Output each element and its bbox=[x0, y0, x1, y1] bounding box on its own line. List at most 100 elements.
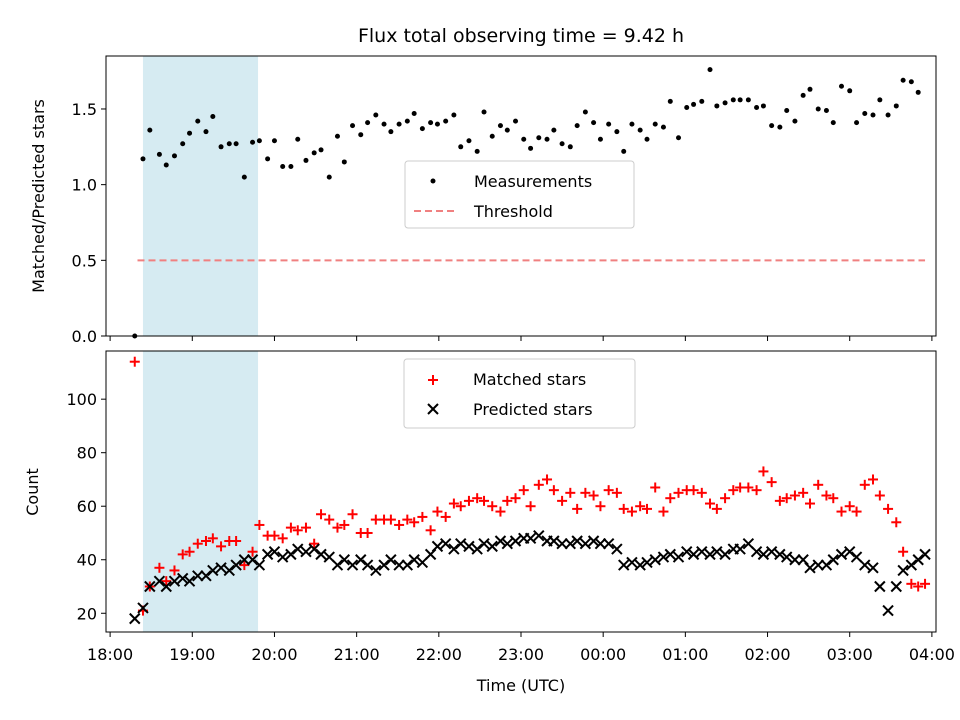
measurement-point bbox=[684, 104, 690, 110]
measurement-point bbox=[582, 109, 588, 115]
predicted-star-point bbox=[338, 554, 351, 566]
predicted-star-point bbox=[556, 537, 568, 550]
top-plot-frame bbox=[105, 55, 937, 337]
predicted-star-point bbox=[183, 575, 196, 587]
matched-star-point bbox=[673, 487, 684, 498]
predicted-star-point bbox=[223, 564, 235, 577]
measurement-point bbox=[171, 153, 177, 159]
matched-star-point bbox=[580, 487, 591, 498]
predicted-star-point bbox=[176, 572, 189, 585]
predicted-star-point bbox=[144, 580, 156, 593]
matched-star-point bbox=[285, 522, 296, 533]
matched-star-point bbox=[161, 576, 172, 587]
measurement-point bbox=[210, 114, 216, 120]
predicted-star-point bbox=[634, 559, 646, 571]
bottom-x-tick-label: 22:00 bbox=[416, 645, 462, 664]
matched-star-point bbox=[720, 493, 731, 504]
measurement-point bbox=[754, 104, 760, 110]
predicted-star-point bbox=[494, 535, 507, 547]
measurement-point bbox=[428, 120, 434, 126]
predicted-star-point bbox=[230, 559, 242, 571]
predicted-star-point bbox=[478, 537, 490, 550]
measurement-point bbox=[574, 123, 580, 129]
bottom-y-tick-label: 100 bbox=[66, 390, 97, 409]
predicted-star-point bbox=[859, 559, 871, 571]
bottom-y-axis-label: Count bbox=[23, 468, 42, 516]
measurement-point bbox=[326, 174, 332, 180]
matched-star-point bbox=[277, 533, 288, 544]
matched-star-point bbox=[867, 474, 878, 485]
measurement-point bbox=[699, 98, 705, 104]
bottom-x-tick-label: 23:00 bbox=[498, 645, 544, 664]
matched-star-point bbox=[548, 485, 559, 496]
measurement-point bbox=[567, 144, 573, 150]
predicted-star-point bbox=[844, 546, 856, 558]
measurement-point bbox=[443, 118, 449, 124]
matched-star-point bbox=[177, 549, 188, 560]
matched-star-point bbox=[254, 519, 265, 530]
matched-star-point bbox=[432, 506, 443, 517]
matched-star-point bbox=[572, 503, 583, 514]
predicted-star-point bbox=[509, 535, 522, 547]
bottom-x-tick-label: 00:00 bbox=[580, 645, 626, 664]
predicted-star-point bbox=[594, 537, 607, 550]
measurement-point bbox=[862, 111, 868, 117]
matched-star-point bbox=[789, 490, 800, 501]
measurement-point bbox=[303, 157, 309, 163]
measurement-point bbox=[536, 135, 542, 141]
predicted-star-point bbox=[912, 554, 924, 566]
predicted-star-point bbox=[664, 548, 676, 561]
matched-star-point bbox=[804, 498, 815, 509]
matched-star-point bbox=[766, 477, 777, 488]
predicted-star-point bbox=[315, 548, 327, 561]
bottom-y-tick-label: 80 bbox=[77, 444, 97, 463]
matched-star-point bbox=[463, 495, 474, 506]
predicted-star-point bbox=[370, 564, 382, 577]
predicted-star-point bbox=[649, 554, 661, 566]
measurement-point bbox=[163, 162, 169, 168]
matched-star-point bbox=[472, 493, 483, 504]
matched-star-point bbox=[774, 495, 785, 506]
predicted-star-point bbox=[308, 543, 320, 555]
predicted-star-point bbox=[285, 548, 297, 561]
predicted-star-point bbox=[268, 546, 281, 558]
predicted-star-point bbox=[704, 548, 716, 561]
matched-star-point bbox=[688, 485, 699, 496]
bottom-y-tick-label: 60 bbox=[77, 497, 97, 516]
measurement-point bbox=[893, 103, 899, 109]
predicted-star-point bbox=[672, 551, 685, 563]
matched-star-point bbox=[154, 562, 165, 573]
measurement-point bbox=[280, 163, 286, 169]
measurement-point bbox=[621, 148, 627, 154]
predicted-star-point bbox=[408, 554, 420, 566]
predicted-star-point bbox=[618, 559, 630, 571]
legend-threshold-label: Threshold bbox=[473, 202, 553, 221]
matched-star-point bbox=[565, 487, 576, 498]
matched-star-point bbox=[758, 466, 769, 477]
bottom-x-tick-label: 02:00 bbox=[744, 645, 790, 664]
matched-star-point bbox=[603, 485, 614, 496]
matched-star-point bbox=[711, 503, 722, 514]
measurement-point bbox=[203, 129, 209, 135]
top-y-tick-label: 1.5 bbox=[72, 100, 97, 119]
legend-measurements-marker bbox=[430, 178, 436, 184]
matched-star-point bbox=[728, 485, 739, 496]
measurement-point bbox=[730, 97, 736, 103]
predicted-star-point bbox=[789, 554, 801, 566]
measurement-point bbox=[195, 118, 201, 124]
bottom-x-tick-label: 18:00 bbox=[87, 645, 133, 664]
predicted-star-point bbox=[579, 537, 592, 550]
predicted-star-point bbox=[246, 554, 259, 566]
top-legend-box bbox=[404, 160, 635, 229]
matched-star-point bbox=[557, 495, 568, 506]
measurement-point bbox=[250, 139, 256, 145]
predicted-star-point bbox=[548, 535, 560, 547]
measurement-point bbox=[823, 107, 829, 113]
measurement-point bbox=[521, 136, 527, 142]
top-x-ticks bbox=[109, 336, 933, 341]
measurement-point bbox=[722, 100, 728, 106]
matched-star-point bbox=[448, 498, 459, 509]
predicted-star-point bbox=[346, 559, 359, 571]
matched-star-point bbox=[502, 495, 513, 506]
matched-star-point bbox=[247, 546, 258, 557]
